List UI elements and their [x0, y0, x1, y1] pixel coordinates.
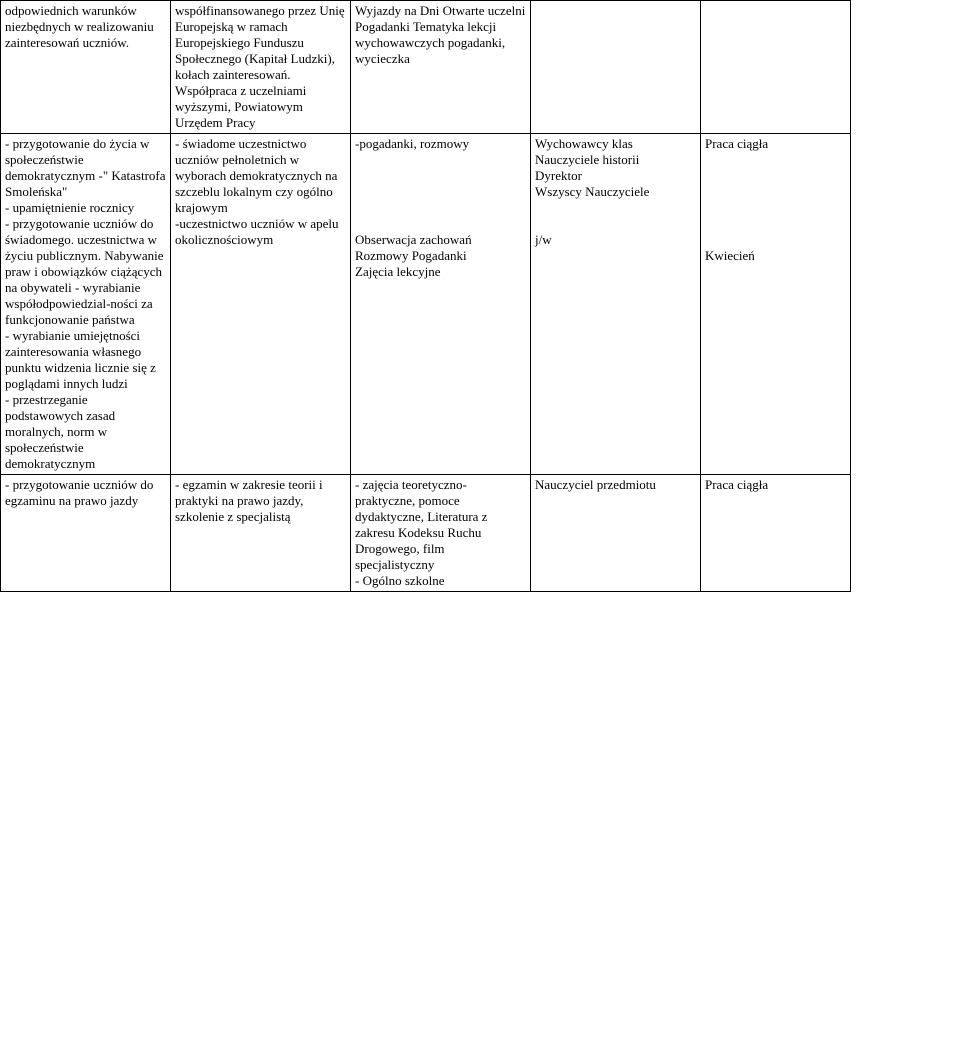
cell: Nauczyciel przedmiotu [531, 475, 701, 592]
table-row: - przygotowanie do życia w społeczeństwi… [1, 134, 960, 475]
cell [701, 1, 851, 134]
cell: współfinansowanego przez Unię Europejską… [171, 1, 351, 134]
cell: - przygotowanie uczniów do egzaminu na p… [1, 475, 171, 592]
cell: Wychowawcy klas Nauczyciele historiiDyre… [531, 134, 701, 475]
cell: -pogadanki, rozmowyObserwacja zachowań R… [351, 134, 531, 475]
cell: odpowiednich warunków niezbędnych w real… [1, 1, 171, 134]
cell: - świadome uczestnictwo uczniów pełnolet… [171, 134, 351, 475]
cell: - przygotowanie do życia w społeczeństwi… [1, 134, 171, 475]
document-table: odpowiednich warunków niezbędnych w real… [0, 0, 960, 592]
cell: Praca ciągłaKwiecień [701, 134, 851, 475]
cell: - egzamin w zakresie teorii i praktyki n… [171, 475, 351, 592]
cell: Praca ciągła [701, 475, 851, 592]
cell [531, 1, 701, 134]
cell: - zajęcia teoretyczno-praktyczne, pomoce… [351, 475, 531, 592]
table-row: odpowiednich warunków niezbędnych w real… [1, 1, 960, 134]
table-row: - przygotowanie uczniów do egzaminu na p… [1, 475, 960, 592]
cell: Wyjazdy na Dni Otwarte uczelni Pogadanki… [351, 1, 531, 134]
